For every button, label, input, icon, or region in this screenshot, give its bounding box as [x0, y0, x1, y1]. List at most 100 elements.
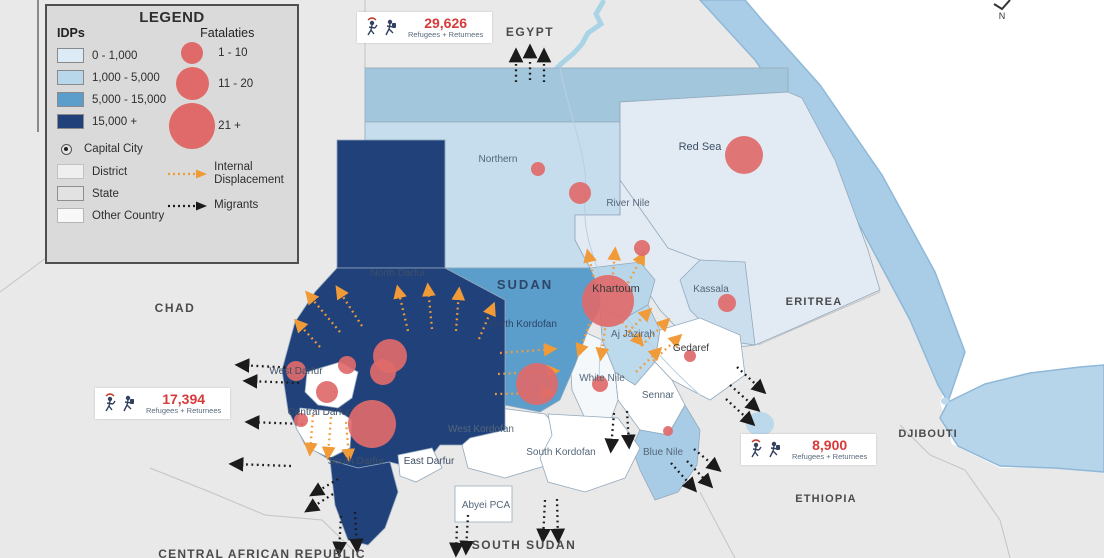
- internal-displacement-arrow: [422, 282, 436, 330]
- migrant-arrow: [242, 374, 300, 389]
- fatality-marker: [569, 182, 591, 204]
- label-central-african-republic: CENTRAL AFRICAN REPUBLIC: [158, 547, 365, 558]
- state-border-rivernile: [619, 102, 701, 261]
- migrant-arrow: [686, 460, 714, 489]
- idps-heading: IDPs: [57, 26, 85, 40]
- migrant-arrow: [536, 499, 551, 544]
- callout-egypt-refugees: 29,626 Refugees + Returnees: [357, 12, 493, 43]
- chad-refugees-value: 17,394: [162, 391, 206, 407]
- fatality-markers-layer: [286, 136, 763, 448]
- migrants-label: Migrants: [214, 199, 259, 212]
- callout-chad-refugees: 17,394 Refugees + Returnees: [95, 388, 231, 419]
- legend: LEGEND IDPs 0 - 1,000 1,000 - 5,000 5,00…: [45, 4, 299, 264]
- label-north-kordofan: North Kordofan: [489, 319, 557, 330]
- legend-other-country-row: Other Country: [57, 208, 166, 223]
- internal-displacement-arrow: [499, 342, 558, 357]
- legend-district-row: District: [57, 164, 166, 179]
- label-blue-nile: Blue Nile: [643, 447, 683, 458]
- label-west-kordofan: West Kordofan: [448, 424, 514, 435]
- chad-refugees-label: Refugees + Returnees: [146, 405, 222, 415]
- idp-swatch-label: 1,000 - 5,000: [92, 71, 160, 84]
- label-north-darfur: North Darfur: [370, 268, 426, 279]
- label-djibouti: DJIBOUTI: [898, 428, 957, 440]
- other-country-swatch: [57, 208, 84, 223]
- fatality-circle-small: [181, 42, 204, 64]
- idp-swatch-label: 0 - 1,000: [92, 49, 138, 62]
- idp-swatch-label: 15,000 +: [92, 115, 138, 128]
- fatality-marker: [582, 275, 634, 327]
- djibouti-lake: [941, 397, 949, 405]
- idp-swatch-15000-plus: [57, 114, 84, 129]
- migrant-arrow: [234, 358, 297, 373]
- internal-displacement-arrow: [341, 421, 356, 463]
- legend-state-row: State: [57, 186, 166, 201]
- refugees-icon: [751, 439, 780, 458]
- legend-displacement-row: Internal Displacement: [166, 161, 294, 187]
- label-central-darfur: Central Darfur: [288, 407, 351, 418]
- state-abyei-pca: [454, 485, 513, 523]
- legend-fatality-row: 11 - 20: [166, 67, 294, 100]
- label-white-nile: White Nile: [579, 373, 625, 384]
- district-swatch: [57, 164, 84, 179]
- state-labels: Northern River Nile Red Sea Khartoum Kas…: [269, 141, 729, 511]
- fatality-marker: [286, 361, 306, 381]
- legend-idp-row: 5,000 - 15,000: [57, 92, 166, 107]
- fatality-marker: [316, 381, 338, 403]
- internal-displacement-arrow: [477, 301, 496, 340]
- migrant-arrow: [604, 412, 620, 454]
- legend-idp-row: 15,000 +: [57, 114, 166, 129]
- migrant-arrow: [550, 498, 566, 544]
- fatality-circle-medium: [175, 67, 209, 100]
- label-south-sudan: SOUTH SUDAN: [472, 538, 577, 552]
- internal-displacement-arrow-icon: [168, 169, 208, 179]
- north-arrow-icon: N: [993, 0, 1011, 21]
- label-chad: CHAD: [155, 301, 196, 315]
- idp-swatch-1000-5000: [57, 70, 84, 85]
- migrants-arrow-icon: [168, 201, 208, 211]
- ethiopia-refugees-value: 8,900: [812, 437, 848, 453]
- migrant-arrow: [449, 525, 464, 558]
- internal-displacement-arrow: [640, 317, 671, 347]
- migrant-arrow: [621, 410, 636, 450]
- label-ethiopia: ETHIOPIA: [795, 493, 857, 505]
- refugees-icon: [367, 17, 396, 36]
- internal-displacement-arrow: [321, 416, 336, 461]
- internal-displacement-arrow: [575, 318, 593, 358]
- fatality-marker: [718, 294, 736, 312]
- label-red-sea: Red Sea: [679, 141, 723, 153]
- idp-swatch-label: 5,000 - 15,000: [92, 93, 167, 106]
- label-sudan: SUDAN: [497, 277, 553, 292]
- internal-displacement-arrow: [595, 322, 610, 362]
- fatalities-heading: Fatalaties: [200, 26, 255, 40]
- migrant-arrow: [332, 515, 347, 557]
- country-labels: EGYPT CHAD SUDAN ERITREA DJIBOUTI ETHIOP…: [155, 25, 957, 558]
- label-west-darfur: West Darfur: [269, 366, 323, 377]
- fatality-label: 1 - 10: [218, 47, 248, 59]
- fatality-label: 11 - 20: [218, 77, 254, 90]
- label-eritrea: ERITREA: [786, 296, 843, 308]
- internal-displacement-arrow: [451, 286, 466, 332]
- sudan-states: [281, 67, 881, 546]
- legend-capital-row: Capital City: [57, 143, 166, 155]
- idp-swatch-0-1000: [57, 48, 84, 63]
- fatality-circle-large: [169, 103, 216, 149]
- label-khartoum: Khartoum: [592, 283, 640, 295]
- fatality-marker: [634, 240, 650, 256]
- state-south-kordofan: [539, 413, 641, 493]
- legend-idp-row: 0 - 1,000: [57, 48, 166, 63]
- fatality-label: 21 +: [218, 120, 241, 132]
- fatality-marker: [592, 376, 608, 392]
- egypt-refugees-value: 29,626: [424, 15, 468, 31]
- migrant-arrows-layer: [228, 43, 767, 558]
- label-abyei-pca: Abyei PCA: [462, 500, 511, 511]
- migrant-arrow: [725, 398, 756, 427]
- internal-displacement-arrow: [303, 414, 318, 457]
- refugees-icon: [105, 393, 134, 412]
- migrant-arrow: [244, 415, 304, 430]
- ethiopia-lake: [746, 412, 774, 436]
- legend-fatality-row: 21 +: [166, 103, 294, 149]
- migrant-arrow: [459, 514, 474, 556]
- callout-ethiopia-refugees: 8,900 Refugees + Returnees: [741, 434, 877, 465]
- other-country-label: Other Country: [92, 209, 165, 222]
